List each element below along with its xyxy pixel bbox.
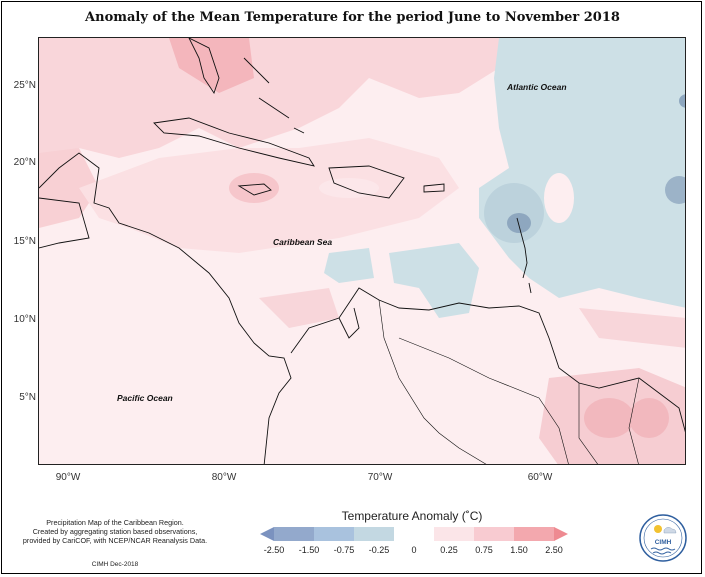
coastlines [39,38,685,464]
x-label-80w: 80°W [211,472,237,483]
strong-cool-spot [507,213,531,233]
y-label-15n: 15°N [13,236,36,247]
credits-text: Precipitation Map of the Caribbean Regio… [20,518,210,545]
cool-patch-1 [324,248,374,283]
legend-label: 0.25 [440,545,458,555]
x-label-60w: 60°W [527,472,553,483]
cool-patch-2 [389,243,479,318]
legend-swatch [314,527,355,541]
warm-spot-suriname [629,398,669,438]
credits-line-2: Created by aggregating station based obs… [32,527,198,536]
hispaniola-outline [328,165,405,199]
x-label-90w: 90°W [55,472,81,483]
puerto-rico-outline [423,183,445,193]
map-area: Atlantic Ocean Caribbean Sea Pacific Oce… [38,37,686,465]
country-borders [378,299,640,464]
map-title: Anomaly of the Mean Temperature for the … [85,10,620,25]
legend-label: -2.50 [263,545,285,555]
legend-swatch [394,527,435,541]
caribbean-label: Caribbean Sea [273,237,332,247]
strong-warm-florida [169,38,254,93]
y-label-25n: 25°N [13,80,36,91]
legend-colorbar [260,527,568,541]
legend-title: Temperature Anomaly (˚C) [341,509,483,523]
florida-outline [188,38,220,95]
warm-spot-guyana [584,398,634,438]
anomaly-map: Atlantic Ocean Caribbean Sea Pacific Oce… [39,38,685,464]
strong-cool-east [665,176,685,204]
logo-text: CIMH [655,539,672,546]
warm-patch-venezuela [259,288,339,328]
credits-line-1: Precipitation Map of the Caribbean Regio… [46,518,184,527]
central-america-outline [39,152,292,464]
warm-anomaly-north [39,38,499,158]
pacific-label: Pacific Ocean [117,393,173,403]
legend-swatch [514,527,555,541]
strong-cool-northeast [679,94,685,108]
lesser-antilles-outline [516,217,532,294]
x-label-70w: 70°W [367,472,393,483]
cimh-logo-icon: CIMH [639,514,687,562]
bahamas-outline [243,57,305,134]
legend-label: -0.25 [368,545,390,555]
cool-anomaly-atlantic [479,38,685,308]
legend-label: 0 [411,545,417,555]
legend-swatch [474,527,515,541]
atlantic-label: Atlantic Ocean [506,82,567,92]
legend-swatch-high [554,527,568,541]
credits-line-3: provided by CariCOF, with NCEP/NCAR Rean… [22,536,208,545]
cuba-outline [153,117,315,167]
legend-swatch [274,527,315,541]
legend-label: 0.75 [475,545,493,555]
y-label-10n: 10°N [13,314,36,325]
legend-label: 1.50 [510,545,528,555]
warm-band-east [579,308,685,348]
warm-spot-jamaica [229,173,279,203]
y-label-5n: 5°N [19,392,36,403]
legend-swatch-low [260,527,274,541]
legend-swatch [354,527,395,541]
legend-label: -0.75 [333,545,355,555]
jamaica-outline [237,183,272,196]
neutral-spot-atlantic [544,173,574,223]
cool-spot-antilles [484,183,544,243]
legend-swatch [434,527,475,541]
y-label-20n: 20°N [13,157,36,168]
warm-anomaly-west [39,148,99,228]
legend-label: -1.50 [298,545,320,555]
lake-maracaibo-outline [338,307,360,339]
legend-label: 2.50 [545,545,563,555]
credits-date: CIMH Dec-2018 [91,561,139,568]
mexico-outline [39,197,90,249]
